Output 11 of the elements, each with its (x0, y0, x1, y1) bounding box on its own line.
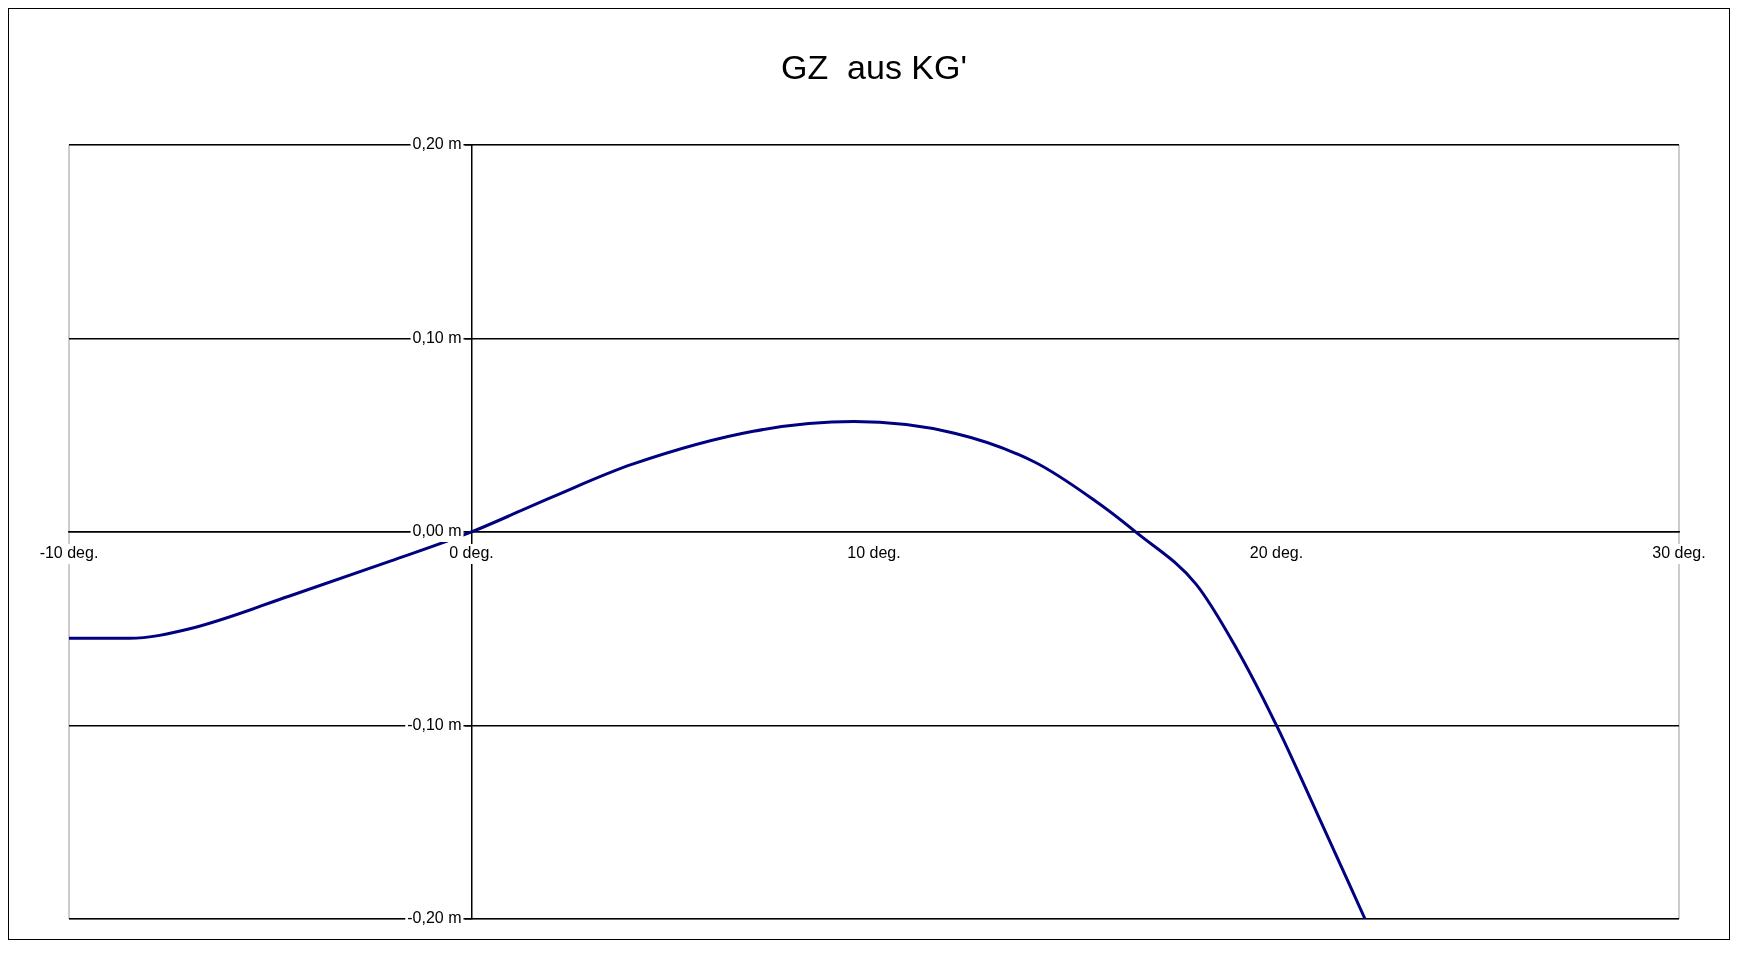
y-tick-label: 0,10 m (412, 328, 462, 346)
chart-title: GZ aus KG' (781, 47, 967, 86)
y-tick-label: -0,20 m (407, 909, 462, 927)
x-tick-label: 20 deg. (1249, 544, 1304, 562)
y-tick-label: -0,10 m (407, 715, 462, 733)
y-tick-label: 0,20 m (412, 135, 462, 153)
x-tick-label: 0 deg. (449, 544, 494, 562)
x-tick-label: 10 deg. (847, 544, 901, 562)
x-tick-label: 30 deg. (1652, 544, 1706, 562)
x-tick-label: -10 deg. (39, 544, 99, 562)
y-tick-label: 0,00 m (412, 522, 462, 540)
